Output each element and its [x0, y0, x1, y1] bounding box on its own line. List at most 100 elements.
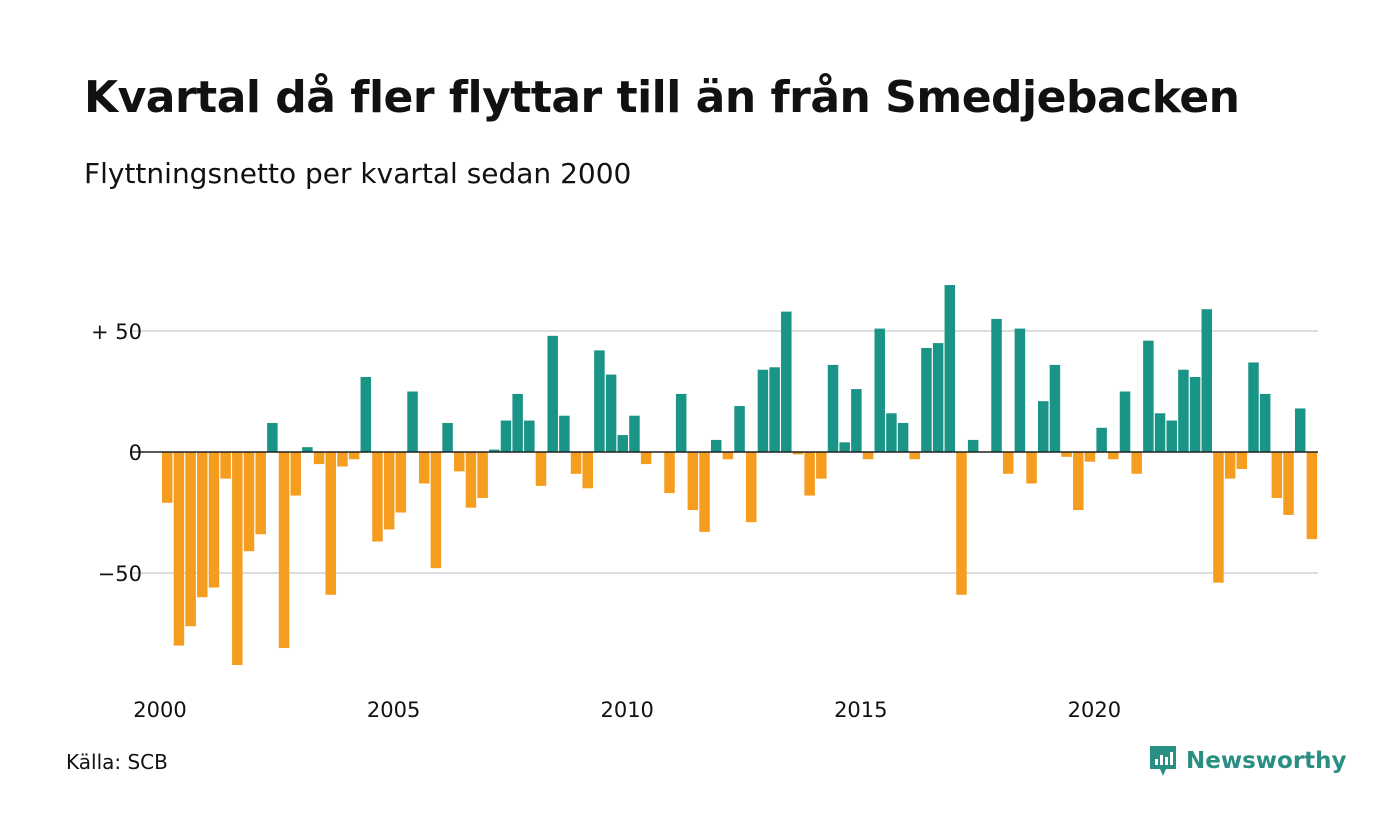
bar — [909, 452, 921, 460]
bar — [1119, 391, 1131, 452]
bar — [454, 452, 465, 472]
bar — [932, 343, 944, 452]
bar — [1283, 452, 1294, 515]
bar — [582, 452, 593, 489]
bar — [617, 435, 629, 452]
bar — [1061, 452, 1072, 457]
bar — [162, 452, 173, 503]
bar — [477, 452, 488, 498]
bar — [1096, 427, 1107, 452]
bar — [559, 415, 570, 452]
bar — [243, 452, 255, 552]
bar — [862, 452, 874, 460]
bar — [1073, 452, 1084, 511]
x-tick-label: 2000 — [133, 698, 186, 722]
bar — [372, 452, 383, 542]
bar — [1236, 452, 1248, 469]
bar — [535, 452, 547, 486]
source-note: Källa: SCB — [66, 750, 168, 774]
bar — [278, 452, 290, 649]
bars — [162, 285, 1318, 665]
x-tick-label: 2020 — [1068, 698, 1121, 722]
bar — [1189, 376, 1201, 452]
bar — [640, 452, 652, 465]
bar — [605, 374, 617, 452]
newsworthy-logo: Newsworthy — [1148, 744, 1347, 778]
bar — [500, 420, 512, 452]
bar — [383, 452, 395, 530]
bar — [290, 452, 301, 496]
bar — [302, 447, 313, 452]
bar — [675, 393, 687, 452]
bar — [1201, 309, 1213, 452]
bar — [851, 389, 862, 452]
bar — [395, 452, 407, 513]
bar — [804, 452, 815, 496]
bar — [1154, 413, 1166, 452]
bar — [1178, 369, 1189, 452]
bar — [827, 364, 839, 452]
bar — [1213, 452, 1224, 583]
bar — [524, 420, 535, 452]
bar — [313, 452, 325, 465]
bar — [442, 422, 453, 452]
bar — [792, 452, 804, 455]
bar — [1271, 452, 1283, 498]
bar — [1248, 362, 1259, 452]
bar — [1108, 452, 1119, 460]
newsworthy-chat-chart-icon — [1150, 746, 1176, 776]
bar — [220, 452, 231, 479]
bar — [1259, 393, 1271, 452]
bar — [594, 350, 605, 452]
bar — [1166, 420, 1177, 452]
bar — [512, 393, 523, 452]
bar — [173, 452, 185, 646]
bar — [325, 452, 337, 595]
bar — [1014, 328, 1026, 452]
bar — [897, 422, 909, 452]
chart-title: Kvartal då fler flyttar till än från Sme… — [84, 72, 1240, 123]
bar — [816, 452, 827, 479]
y-tick-label: −50 — [98, 562, 142, 586]
bar — [337, 452, 348, 467]
x-tick-label: 2015 — [834, 698, 887, 722]
bar — [687, 452, 699, 511]
y-axis-labels: + 50 0 −50 — [91, 320, 142, 586]
bar — [1002, 452, 1014, 474]
bar — [722, 452, 734, 460]
bar — [418, 452, 430, 484]
bar — [991, 318, 1002, 452]
bar — [1143, 340, 1154, 452]
x-tick-label: 2005 — [367, 698, 420, 722]
bar — [489, 449, 500, 452]
bar — [699, 452, 710, 532]
bar — [547, 335, 558, 452]
bar — [1224, 452, 1236, 479]
bar — [407, 391, 418, 452]
bar — [185, 452, 196, 627]
bar — [734, 406, 745, 452]
brand-name: Newsworthy — [1186, 748, 1347, 774]
y-tick-label: + 50 — [91, 320, 142, 344]
bar — [664, 452, 675, 494]
bar — [956, 452, 967, 595]
bar — [944, 285, 956, 452]
bar — [267, 422, 278, 452]
bar — [874, 328, 885, 452]
x-tick-label: 2010 — [600, 698, 653, 722]
bar — [769, 367, 780, 452]
bar — [746, 452, 757, 523]
bar — [921, 347, 932, 452]
x-axis-labels: 2000 2005 2010 2015 2020 — [133, 698, 1121, 722]
bar — [1026, 452, 1037, 484]
bar — [710, 439, 722, 452]
bar — [1038, 401, 1049, 452]
bar — [232, 452, 243, 665]
bar — [348, 452, 360, 460]
bar — [255, 452, 266, 535]
bar — [430, 452, 442, 569]
bar — [886, 413, 897, 452]
bar — [208, 452, 220, 588]
bar — [1131, 452, 1142, 474]
